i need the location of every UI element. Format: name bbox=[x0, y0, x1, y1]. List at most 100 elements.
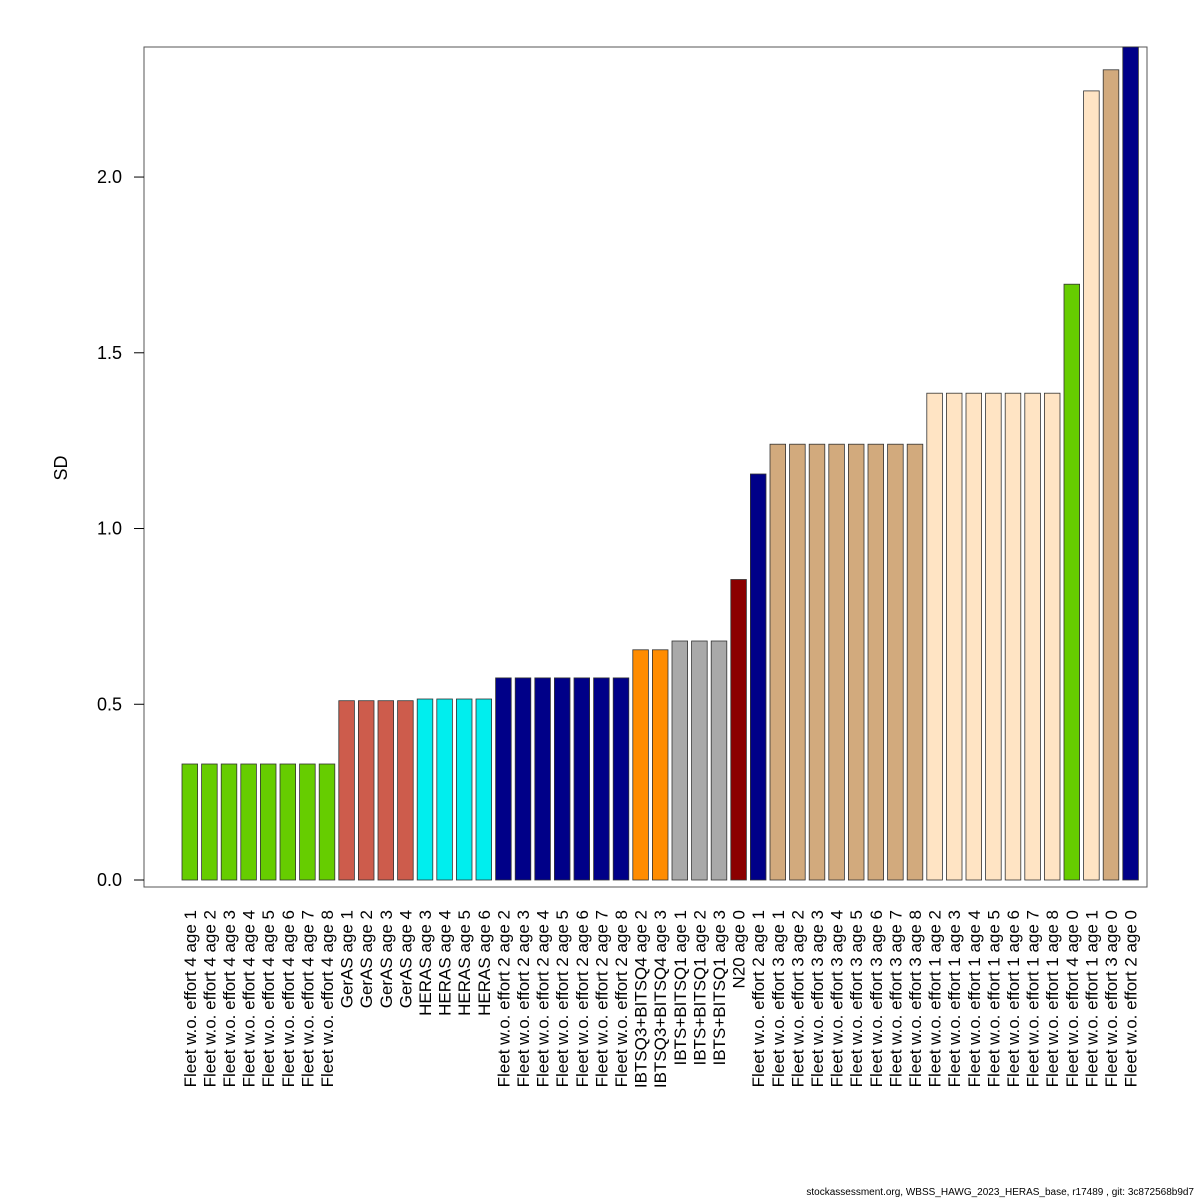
bar-46 bbox=[1063, 283, 1081, 881]
x-tick-label: Fleet w.o. effort 4 age 3 bbox=[220, 910, 239, 1087]
bar-38 bbox=[906, 443, 924, 881]
x-tick-label: Fleet w.o. effort 3 age 1 bbox=[769, 910, 788, 1087]
bar-6 bbox=[279, 763, 297, 881]
x-tick-label: GerAS age 2 bbox=[357, 910, 376, 1008]
bar-10 bbox=[357, 700, 375, 881]
x-tick-label: Fleet w.o. effort 2 age 0 bbox=[1122, 910, 1141, 1087]
x-tick-label: Fleet w.o. effort 4 age 2 bbox=[200, 910, 219, 1087]
y-axis: 0.0 0.5 1.0 1.5 2.0 bbox=[97, 167, 144, 890]
x-tick-label: HERAS age 4 bbox=[436, 910, 455, 1016]
bar-25 bbox=[652, 649, 669, 881]
x-tick-label: Fleet w.o. effort 3 age 5 bbox=[847, 910, 866, 1087]
x-tick-label: Fleet w.o. effort 2 age 4 bbox=[534, 910, 553, 1087]
bar-49 bbox=[1122, 46, 1139, 881]
x-tick-labels: Fleet w.o. effort 4 age 1 Fleet w.o. effo… bbox=[181, 910, 1141, 1088]
bar-12 bbox=[397, 700, 414, 881]
bar-44 bbox=[1024, 392, 1041, 881]
x-tick-label: Fleet w.o. effort 1 age 8 bbox=[1043, 910, 1062, 1087]
bar-22 bbox=[593, 677, 610, 881]
x-tick-label: Fleet w.o. effort 2 age 5 bbox=[553, 910, 572, 1087]
x-tick-label: HERAS age 6 bbox=[475, 910, 494, 1016]
x-tick-label: Fleet w.o. effort 1 age 3 bbox=[945, 910, 964, 1087]
x-tick-label: HERAS age 3 bbox=[416, 910, 435, 1016]
bar-19 bbox=[534, 677, 551, 881]
x-tick-label: GerAS age 3 bbox=[377, 910, 396, 1008]
bar-41 bbox=[965, 392, 983, 881]
x-tick-label: Fleet w.o. effort 2 age 6 bbox=[573, 910, 592, 1087]
bar-45 bbox=[1044, 392, 1061, 881]
bar-20 bbox=[554, 677, 571, 881]
bar-26 bbox=[671, 640, 689, 881]
bar-48 bbox=[1102, 69, 1120, 881]
bar-32 bbox=[789, 443, 806, 881]
x-tick-label: Fleet w.o. effort 1 age 5 bbox=[984, 910, 1003, 1087]
bar-4 bbox=[240, 763, 257, 881]
bar-21 bbox=[573, 677, 591, 881]
x-tick-label: Fleet w.o. effort 4 age 7 bbox=[298, 910, 317, 1087]
bar-30 bbox=[750, 473, 767, 881]
bar-39 bbox=[926, 392, 943, 881]
x-tick-label: Fleet w.o. effort 1 age 7 bbox=[1024, 910, 1043, 1087]
footer-credit: stockassessment.org, WBSS_HAWG_2023_HERA… bbox=[806, 1187, 1194, 1198]
x-tick-label: Fleet w.o. effort 4 age 4 bbox=[240, 910, 259, 1087]
x-tick-label: IBTSQ3+BITSQ4 age 3 bbox=[651, 910, 670, 1088]
y-axis-label: SD bbox=[51, 455, 71, 480]
x-tick-label: Fleet w.o. effort 2 age 7 bbox=[592, 910, 611, 1087]
bar-7 bbox=[299, 763, 316, 881]
x-tick-label: Fleet w.o. effort 4 age 8 bbox=[318, 910, 337, 1087]
bar-3 bbox=[220, 763, 238, 881]
y-tick-label: 1.5 bbox=[97, 343, 122, 363]
x-tick-label: Fleet w.o. effort 3 age 2 bbox=[788, 910, 807, 1087]
y-tick-label: 1.0 bbox=[97, 519, 122, 539]
bar-28 bbox=[710, 640, 728, 881]
y-tick-label: 0.0 bbox=[97, 870, 122, 890]
x-tick-label: Fleet w.o. effort 3 age 4 bbox=[828, 910, 847, 1087]
y-tick-label: 0.5 bbox=[97, 694, 122, 714]
x-tick-label: Fleet w.o. effort 2 age 8 bbox=[612, 910, 631, 1087]
y-tick-label: 2.0 bbox=[97, 167, 122, 187]
bar-35 bbox=[848, 443, 865, 881]
x-tick-label: Fleet w.o. effort 1 age 1 bbox=[1082, 910, 1101, 1087]
plot-frame bbox=[143, 46, 1148, 888]
x-tick-label: GerAS age 1 bbox=[338, 910, 357, 1008]
bar-11 bbox=[377, 700, 395, 881]
bar-42 bbox=[985, 392, 1002, 881]
x-tick-label: IBTSQ3+BITSQ4 age 2 bbox=[632, 910, 651, 1088]
x-tick-label: GerAS age 4 bbox=[396, 910, 415, 1008]
x-tick-label: Fleet w.o. effort 3 age 8 bbox=[906, 910, 925, 1087]
x-tick-label: IBTS+BITSQ1 age 2 bbox=[690, 910, 709, 1065]
bar-18 bbox=[514, 677, 532, 881]
bar-29 bbox=[730, 579, 747, 881]
x-tick-label: Fleet w.o. effort 4 age 0 bbox=[1063, 910, 1082, 1087]
x-tick-label: N20 age 0 bbox=[730, 910, 749, 988]
bar-24 bbox=[632, 649, 649, 881]
bar-5 bbox=[259, 763, 277, 881]
bars-group bbox=[181, 46, 1139, 881]
bar-27 bbox=[691, 640, 708, 881]
bar-33 bbox=[808, 443, 826, 881]
x-tick-label: Fleet w.o. effort 2 age 1 bbox=[749, 910, 768, 1087]
x-tick-label: Fleet w.o. effort 4 age 1 bbox=[181, 910, 200, 1087]
bar-23 bbox=[612, 677, 630, 881]
x-tick-label: Fleet w.o. effort 4 age 6 bbox=[279, 910, 298, 1087]
x-tick-label: Fleet w.o. effort 2 age 3 bbox=[514, 910, 533, 1087]
bar-47 bbox=[1083, 90, 1100, 881]
x-tick-label: Fleet w.o. effort 1 age 4 bbox=[965, 910, 984, 1087]
x-tick-label: Fleet w.o. effort 3 age 7 bbox=[886, 910, 905, 1087]
bar-36 bbox=[867, 443, 885, 881]
x-tick-label: HERAS age 5 bbox=[455, 910, 474, 1016]
bar-17 bbox=[495, 677, 512, 881]
bar-2 bbox=[201, 763, 218, 881]
bar-31 bbox=[769, 443, 787, 881]
bar-13 bbox=[416, 698, 434, 881]
x-tick-label: Fleet w.o. effort 1 age 6 bbox=[1004, 910, 1023, 1087]
bar-14 bbox=[436, 698, 453, 881]
x-tick-label: Fleet w.o. effort 3 age 3 bbox=[808, 910, 827, 1087]
bar-15 bbox=[455, 698, 473, 881]
bar-37 bbox=[887, 443, 904, 881]
x-tick-label: Fleet w.o. effort 4 age 5 bbox=[259, 910, 278, 1087]
bar-1 bbox=[181, 763, 199, 881]
bar-8 bbox=[318, 763, 336, 881]
x-tick-label: Fleet w.o. effort 2 age 2 bbox=[494, 910, 513, 1087]
